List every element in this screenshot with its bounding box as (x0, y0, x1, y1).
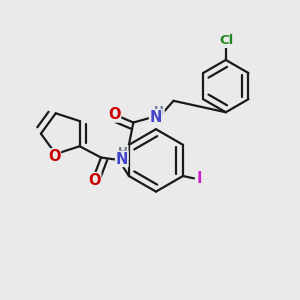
Text: Cl: Cl (219, 34, 233, 47)
Text: O: O (88, 172, 101, 188)
Text: H: H (154, 105, 164, 118)
Text: I: I (196, 171, 202, 186)
Text: N: N (149, 110, 162, 125)
Text: N: N (116, 152, 128, 166)
Text: O: O (108, 107, 121, 122)
Text: H: H (118, 146, 128, 159)
Text: O: O (48, 149, 61, 164)
